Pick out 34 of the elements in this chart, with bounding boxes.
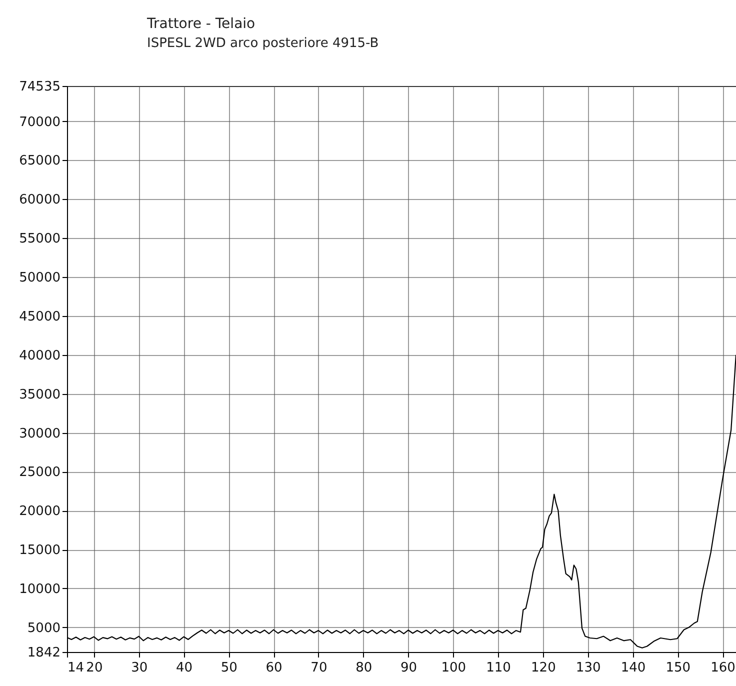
y-tick-label: 74535 [19,80,60,94]
chart-title: Trattore - Telaio [146,16,256,32]
x-tick-label: 130 [576,660,601,676]
x-tick-label: 100 [441,660,466,676]
x-tick-label: 160 [710,660,736,676]
x-tick-label: 80 [356,660,372,676]
y-tick-label: 50000 [19,270,60,286]
x-tick-label: 110 [486,660,511,676]
y-tick-label: 20000 [19,504,60,520]
x-tick-label: 20 [86,660,103,676]
x-tick-label: 140 [620,660,646,676]
y-tick-label: 35000 [19,387,60,402]
x-tick-label: 14 [68,660,84,676]
y-tick-label: 10000 [19,582,60,597]
y-tick-label: 65000 [19,154,60,169]
x-tick-label: 70 [310,660,328,676]
y-tick-label: 1842 [27,646,60,660]
y-tick-label: 15000 [19,543,60,558]
y-tick-label: 40000 [19,348,60,364]
x-tick-label: 150 [666,660,691,676]
x-tick-label: 30 [131,660,148,676]
y-tick-label: 70000 [19,114,60,130]
y-tick-label: 60000 [19,192,60,208]
y-tick-label: 30000 [19,426,60,442]
x-tick-label: 60 [266,660,282,676]
x-tick-label: 40 [176,660,193,676]
y-tick-label: 55000 [19,232,60,247]
chart-subtitle: ISPESL 2WD arco posteriore 4915-B [147,36,379,51]
y-tick-label: 45000 [19,309,60,324]
x-tick-label: 50 [220,660,238,676]
y-tick-label: 25000 [19,465,60,480]
x-tick-label: 90 [400,660,418,676]
y-tick-label: 5000 [27,620,60,636]
x-tick-label: 120 [531,660,556,676]
